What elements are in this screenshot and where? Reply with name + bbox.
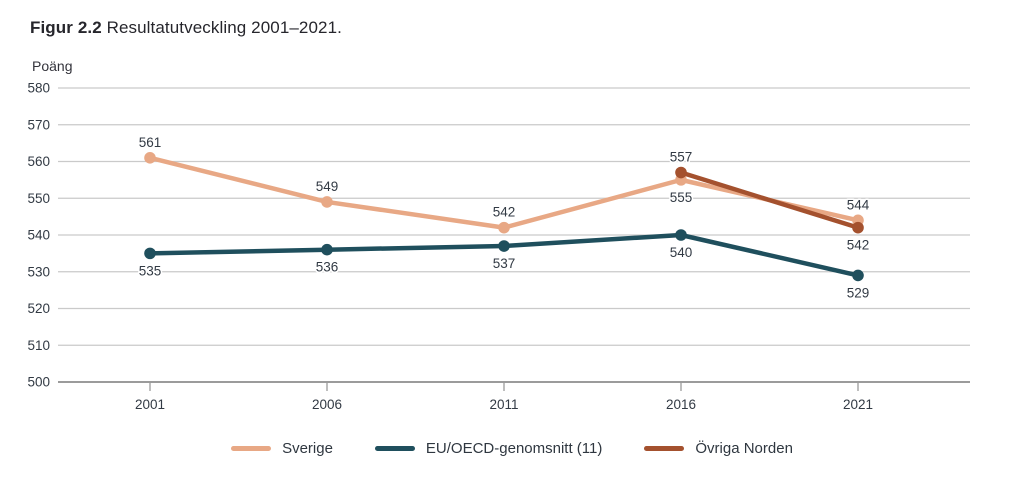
legend-item-ovriga-norden: Övriga Norden bbox=[644, 440, 793, 457]
y-tick-label: 520 bbox=[27, 301, 50, 316]
x-tick-label: 2016 bbox=[666, 397, 696, 412]
data-point-label: 537 bbox=[493, 256, 516, 271]
data-point bbox=[852, 269, 864, 282]
legend-label-sverige: Sverige bbox=[282, 440, 333, 457]
data-point-label: 557 bbox=[670, 150, 693, 165]
data-point-label: 542 bbox=[493, 205, 516, 220]
y-tick-label: 580 bbox=[27, 81, 50, 96]
figure-number: Figur 2.2 bbox=[30, 18, 102, 37]
data-point-label: 536 bbox=[316, 260, 339, 275]
legend-label-eu-oecd: EU/OECD-genomsnitt (11) bbox=[425, 440, 603, 457]
data-point-label: 529 bbox=[847, 285, 870, 300]
data-point bbox=[498, 240, 510, 252]
data-point bbox=[321, 196, 333, 208]
y-tick-label: 500 bbox=[27, 375, 50, 390]
chart-legend: Sverige EU/OECD-genomsnitt (11) Övriga N… bbox=[0, 440, 1024, 457]
legend-swatch-eu-oecd bbox=[374, 446, 415, 451]
legend-swatch-sverige bbox=[231, 446, 272, 451]
data-point-label: 549 bbox=[316, 179, 339, 194]
legend-label-ovriga-norden: Övriga Norden bbox=[695, 440, 793, 457]
data-point-label: 561 bbox=[139, 135, 162, 150]
y-tick-label: 570 bbox=[27, 117, 50, 132]
y-tick-label: 560 bbox=[27, 154, 50, 169]
data-point-label: 544 bbox=[847, 197, 870, 212]
y-tick-label: 510 bbox=[27, 338, 50, 353]
data-point-label: 555 bbox=[670, 190, 693, 205]
legend-swatch-ovriga-norden bbox=[644, 446, 685, 451]
figure-title-text: Resultatutveckling 2001–2021. bbox=[101, 18, 342, 37]
y-axis-unit-label: Poäng bbox=[32, 58, 73, 74]
series-line bbox=[678, 170, 861, 230]
figure-title: Figur 2.2 Resultatutveckling 2001–2021. bbox=[30, 18, 342, 38]
data-point bbox=[144, 152, 156, 164]
data-point-label: 542 bbox=[847, 238, 870, 253]
data-point bbox=[675, 229, 687, 241]
data-point-label: 535 bbox=[139, 263, 162, 278]
y-tick-label: 530 bbox=[27, 264, 50, 279]
data-point bbox=[321, 243, 333, 256]
x-tick-label: 2021 bbox=[843, 397, 873, 412]
data-point bbox=[675, 166, 687, 179]
data-point-label: 540 bbox=[670, 245, 693, 260]
data-point bbox=[144, 247, 156, 260]
data-point bbox=[498, 221, 510, 234]
x-tick-label: 2011 bbox=[489, 397, 518, 412]
y-tick-label: 540 bbox=[27, 228, 50, 243]
x-tick-label: 2001 bbox=[135, 397, 165, 412]
legend-item-eu-oecd: EU/OECD-genomsnitt (11) bbox=[374, 440, 603, 457]
x-tick-label: 2006 bbox=[312, 397, 342, 412]
data-point bbox=[852, 221, 864, 234]
y-tick-label: 550 bbox=[27, 191, 50, 206]
legend-item-sverige: Sverige bbox=[231, 440, 333, 457]
